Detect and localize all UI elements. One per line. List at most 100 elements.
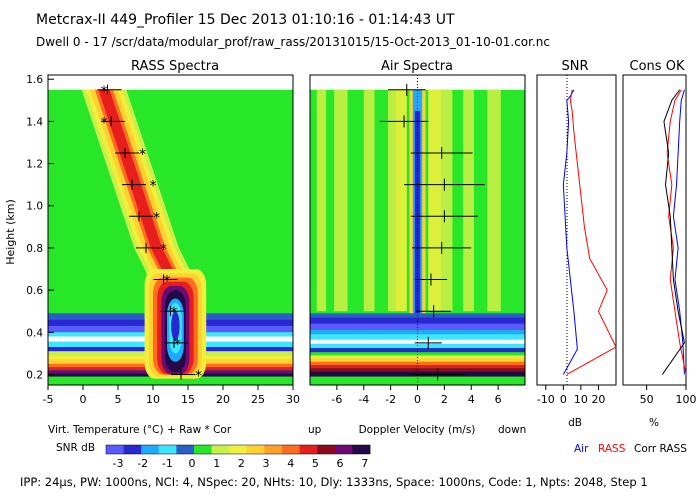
colorbar-tick-label: 4 bbox=[287, 457, 294, 470]
colorbar-cell bbox=[317, 445, 336, 454]
rass-cor-marker: * bbox=[195, 368, 202, 384]
colorbar-cell bbox=[334, 445, 353, 454]
rass-x-tick-label: 10 bbox=[146, 393, 160, 406]
rass-tower-blob bbox=[171, 311, 180, 341]
snr-x-tick-label: 0 bbox=[560, 393, 567, 406]
colorbar-tick-label: 7 bbox=[361, 457, 368, 470]
air-spectral-streak bbox=[334, 89, 348, 312]
y-tick-label: 1.2 bbox=[26, 159, 43, 171]
cons-x-tick-label: 50 bbox=[640, 393, 654, 406]
snr-x-tick-label: -10 bbox=[537, 393, 555, 406]
air-clutter-band bbox=[310, 334, 525, 340]
air-spectral-streak bbox=[387, 89, 396, 312]
footer-params: IPP: 24μs, PW: 1000ns, NCI: 4, NSpec: 20… bbox=[20, 475, 648, 489]
y-tick-label: 1.0 bbox=[26, 201, 43, 213]
snr-panel-title: SNR bbox=[561, 59, 588, 74]
snr-colorbar bbox=[105, 444, 371, 455]
air-x-tick-label: 6 bbox=[495, 393, 502, 406]
rass-x-tick-label: 5 bbox=[115, 393, 122, 406]
snr-line-air bbox=[562, 89, 578, 375]
air-clutter-band bbox=[310, 371, 525, 377]
air-spectral-streak bbox=[487, 89, 501, 312]
legend-air: Air bbox=[574, 443, 589, 455]
rass-x-axis-label: Virt. Temperature (°C) + Raw * Cor bbox=[48, 424, 232, 436]
y-tick-label: 0.2 bbox=[26, 369, 43, 381]
rass-cor-marker: * bbox=[174, 337, 181, 353]
snr-plot-frame bbox=[536, 74, 617, 386]
rass-panel-title: RASS Spectra bbox=[131, 59, 219, 74]
snr-panel: -10 0 10 20 bbox=[536, 74, 617, 406]
header-line1: Metcrax-II 449_Profiler 15 Dec 2013 01:1… bbox=[36, 12, 455, 28]
air-panel-title: Air Spectra bbox=[381, 59, 453, 74]
air-clutter-band bbox=[310, 348, 525, 353]
air-clutter-band bbox=[310, 339, 525, 344]
colorbar-cell bbox=[211, 445, 230, 454]
cons-x-tick-label: 100 bbox=[676, 393, 697, 406]
colorbar-cell bbox=[194, 445, 212, 454]
air-x-tick-label: 2 bbox=[441, 393, 448, 406]
cons-x-axis-label: % bbox=[649, 417, 659, 429]
y-tick-label: 1.6 bbox=[26, 74, 43, 86]
colorbar-cell bbox=[264, 445, 283, 454]
colorbar-tick-label: 3 bbox=[263, 457, 270, 470]
cons-panel-title: Cons OK bbox=[630, 59, 685, 74]
colorbar-cell bbox=[141, 445, 160, 454]
rass-cor-marker: * bbox=[160, 242, 167, 258]
air-x-tick-label: -6 bbox=[331, 393, 342, 406]
air-clutter-band bbox=[310, 317, 525, 324]
colorbar-cell bbox=[123, 445, 142, 454]
rass-cor-marker: * bbox=[153, 210, 160, 226]
y-tick-label: 1.4 bbox=[26, 116, 43, 128]
cons-line-corr-rass bbox=[661, 89, 685, 375]
colorbar-cell bbox=[106, 445, 124, 454]
snr-x-tick-label: 10 bbox=[574, 393, 588, 406]
y-tick-label: 0.6 bbox=[26, 285, 43, 297]
air-spectral-streak bbox=[441, 89, 453, 312]
air-x-tick-label: 4 bbox=[468, 393, 475, 406]
colorbar-cell bbox=[158, 445, 177, 454]
y-tick-label: 0.4 bbox=[26, 327, 43, 339]
rass-cor-marker: * bbox=[101, 84, 108, 100]
air-clutter-band bbox=[310, 330, 525, 335]
cons-ok-panel: 50 100 bbox=[622, 74, 697, 406]
colorbar-cell bbox=[352, 445, 371, 454]
rass-x-tick-label: 0 bbox=[80, 393, 87, 406]
colorbar-tick-label: 1 bbox=[213, 457, 220, 470]
colorbar-cell bbox=[246, 445, 265, 454]
colorbar-cell bbox=[229, 445, 248, 454]
rass-plot-frame bbox=[47, 74, 294, 386]
rass-x-tick-label: 20 bbox=[216, 393, 230, 406]
rass-cor-marker: * bbox=[139, 147, 146, 163]
air-down-label: down bbox=[498, 424, 526, 436]
air-x-tick-label: 0 bbox=[414, 393, 421, 406]
snr-line-rass bbox=[566, 89, 617, 375]
colorbar-tick-label: -3 bbox=[113, 457, 124, 470]
y-tick-label: 0.8 bbox=[26, 243, 43, 255]
cons-line-rass bbox=[666, 89, 687, 375]
air-spectral-streak bbox=[463, 89, 474, 312]
colorbar-tick-label: 6 bbox=[337, 457, 344, 470]
y-axis-label: Height (km) bbox=[4, 199, 17, 265]
colorbar-title: SNR dB bbox=[56, 442, 95, 454]
colorbar-tick-label: 5 bbox=[312, 457, 319, 470]
air-spectral-streak bbox=[316, 89, 327, 312]
cons-line-air bbox=[672, 89, 685, 375]
header-line2: Dwell 0 - 17 /scr/data/modular_prof/raw_… bbox=[36, 35, 550, 49]
legend-rass: RASS bbox=[598, 443, 626, 455]
air-x-tick-label: -2 bbox=[385, 393, 396, 406]
rass-spectra-panel: ********** 0.20.40.60.81.01.21.41.6 -5 0 5… bbox=[26, 74, 300, 406]
air-spectral-streak bbox=[428, 89, 442, 312]
air-spectral-streak bbox=[363, 89, 375, 312]
rass-x-tick-label: 25 bbox=[251, 393, 265, 406]
rass-cor-marker: * bbox=[101, 115, 108, 131]
colorbar-tick-label: 0 bbox=[189, 457, 196, 470]
colorbar-cell bbox=[282, 445, 300, 454]
colorbar-tick-label: -2 bbox=[137, 457, 148, 470]
air-x-tick-label: -4 bbox=[358, 393, 369, 406]
legend-corr-rass: Corr RASS bbox=[634, 443, 687, 455]
rass-cor-marker: * bbox=[171, 305, 178, 321]
air-spectral-streak bbox=[396, 89, 407, 312]
colorbar-tick-label: 2 bbox=[238, 457, 245, 470]
rass-cor-marker: * bbox=[150, 179, 157, 195]
